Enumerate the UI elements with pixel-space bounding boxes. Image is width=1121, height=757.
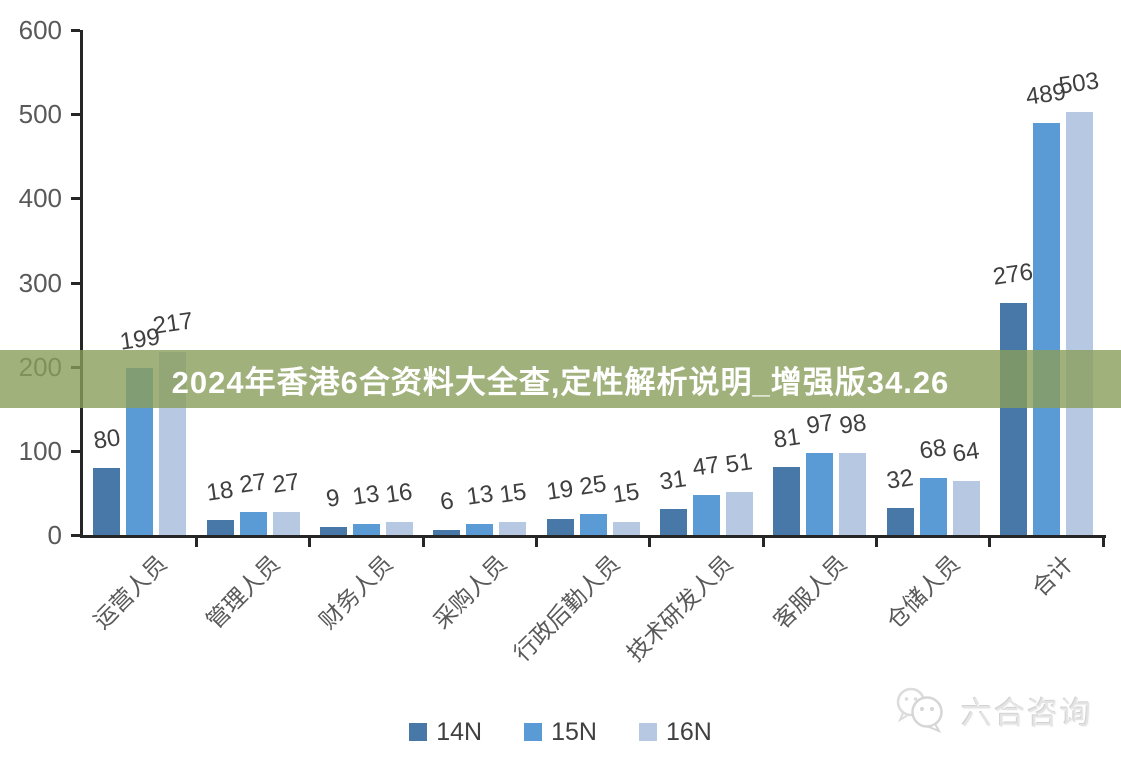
- y-axis-tick-label: 300: [18, 267, 62, 298]
- bar-15N-仓储人员: [919, 477, 947, 535]
- legend-label: 14N: [436, 717, 483, 746]
- bar-14N-采购人员: [433, 529, 461, 535]
- bar-16N-行政后勤人员: [612, 522, 640, 535]
- bar-15N-行政后勤人员: [579, 513, 607, 535]
- bar-15N-财务人员: [352, 524, 380, 535]
- legend-label: 15N: [551, 717, 597, 746]
- x-axis-tick: [1101, 538, 1105, 547]
- legend-label: 16N: [665, 717, 712, 746]
- bar-14N-行政后勤人员: [546, 519, 574, 535]
- y-axis-tick: [71, 29, 80, 32]
- category-label-anchor: 合计: [760, 550, 1078, 601]
- y-axis-tick-label: 0: [47, 520, 62, 550]
- x-axis-tick: [534, 538, 538, 547]
- bar-16N-仓储人员: [952, 481, 980, 535]
- y-axis-tick: [71, 534, 80, 537]
- watermark: 六合咨询: [893, 684, 1093, 736]
- bar-16N-财务人员: [385, 521, 413, 535]
- legend-swatch-icon: [409, 723, 428, 741]
- category-label: 合计: [1027, 550, 1079, 602]
- bar-16N-合计: [1065, 111, 1093, 535]
- wechat-chat-bubbles-icon: [893, 686, 951, 734]
- x-axis-line: [80, 535, 1106, 538]
- bar-16N-客服人员: [839, 452, 867, 535]
- x-axis-tick: [421, 538, 425, 547]
- bar-15N-客服人员: [806, 453, 834, 535]
- watermark-text: 六合咨询: [961, 695, 1093, 731]
- y-axis-tick-label: 500: [18, 99, 62, 130]
- bar-14N-客服人员: [773, 466, 801, 535]
- bar-14N-技术研发人员: [659, 508, 687, 535]
- y-axis-line: [80, 30, 83, 538]
- banner-text: 2024年香港6合资料大全查,定性解析说明_增强版34.26: [171, 364, 950, 400]
- legend-item-15N: 15N: [524, 717, 597, 746]
- chart-legend: 14N 15N 16N: [0, 715, 1121, 749]
- y-axis-tick: [71, 281, 80, 285]
- bar-15N-管理人员: [239, 512, 267, 535]
- legend-item-16N: 16N: [638, 717, 712, 746]
- x-axis-tick: [874, 538, 878, 547]
- bar-15N-采购人员: [466, 524, 494, 535]
- x-axis-tick: [648, 538, 652, 547]
- x-axis-tick: [988, 538, 992, 547]
- legend-swatch-icon: [524, 723, 543, 741]
- bar-14N-财务人员: [319, 527, 347, 535]
- bar-value-label: 217: [150, 307, 195, 341]
- legend-item-14N: 14N: [409, 717, 483, 746]
- y-axis-tick-label: 400: [18, 183, 62, 214]
- legend-swatch-icon: [638, 723, 657, 741]
- y-axis-tick: [71, 449, 80, 453]
- bar-16N-管理人员: [272, 512, 300, 535]
- bar-16N-采购人员: [499, 522, 527, 535]
- x-axis-tick: [308, 538, 312, 547]
- overlay-banner: 2024年香港6合资料大全查,定性解析说明_增强版34.26: [0, 350, 1121, 408]
- bar-15N-技术研发人员: [692, 495, 720, 535]
- bar-14N-合计: [999, 302, 1027, 535]
- bar-value-label: 503: [1057, 66, 1101, 100]
- bar-14N-运营人员: [93, 467, 121, 535]
- y-axis-tick: [71, 113, 80, 117]
- bar-14N-仓储人员: [886, 508, 914, 535]
- bar-16N-技术研发人员: [725, 492, 753, 535]
- y-axis-tick-label: 100: [18, 435, 62, 466]
- y-axis-tick: [71, 197, 80, 201]
- y-axis-tick-label: 600: [18, 15, 62, 45]
- bar-14N-管理人员: [206, 519, 234, 535]
- x-axis-tick: [194, 538, 198, 547]
- x-axis-tick: [761, 538, 765, 547]
- bar-15N-合计: [1032, 123, 1060, 535]
